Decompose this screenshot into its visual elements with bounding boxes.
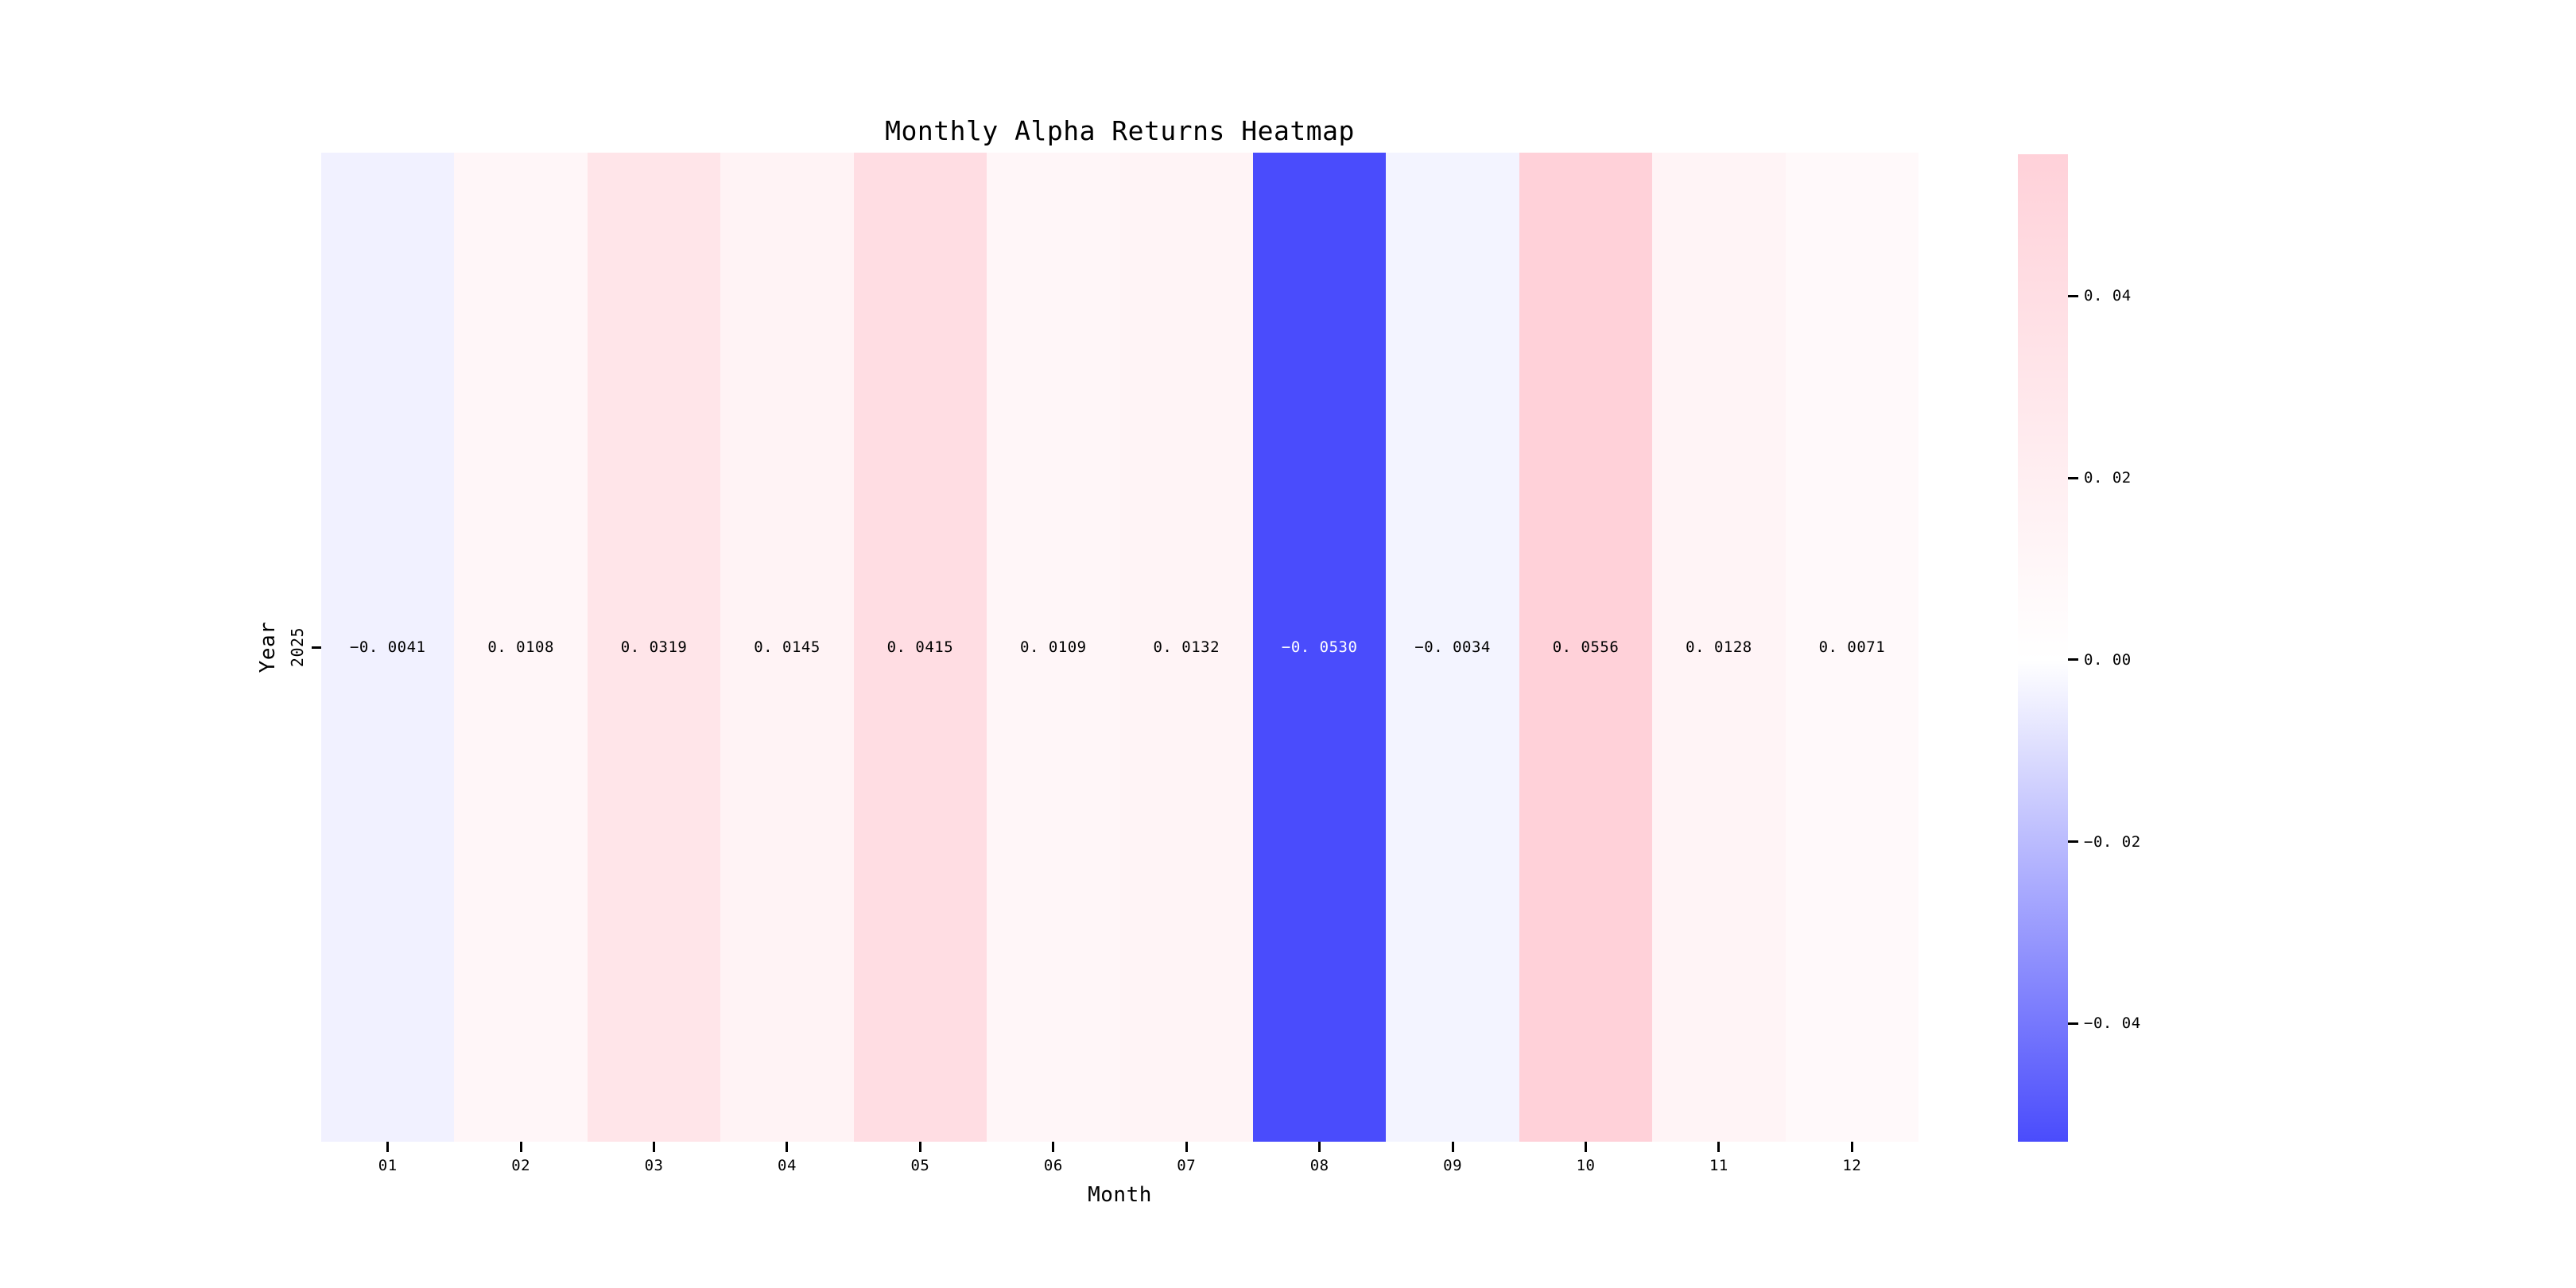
cell-value-label: 0. 0071 — [1818, 638, 1886, 656]
x-tick-label-11: 11 — [1709, 1157, 1728, 1174]
x-tick-dash — [519, 1142, 522, 1152]
x-tick-mark — [1786, 1142, 1918, 1152]
x-tick-mark — [854, 1142, 987, 1152]
heatmap-row: −0. 0041 0. 0108 0. 0319 0. 0145 0. 0415 0. 0… — [321, 153, 1919, 1142]
chart-title: Monthly Alpha Returns Heatmap — [885, 115, 1355, 146]
colorbar-tick-label: 0. 00 — [2084, 650, 2132, 669]
x-tick-mark — [1652, 1142, 1785, 1152]
colorbar-tick-label: 0. 04 — [2084, 287, 2132, 305]
x-tick-dash — [653, 1142, 656, 1152]
x-tick-mark — [1253, 1142, 1386, 1152]
heatmap-cell-05: 0. 0415 — [853, 153, 987, 1142]
x-tick-dash — [1185, 1142, 1188, 1152]
cell-value-label: 0. 0109 — [1020, 638, 1087, 656]
x-tick-dash — [1585, 1142, 1587, 1152]
colorbar-tick-dash — [2068, 294, 2078, 297]
x-tick-marks — [321, 1142, 1918, 1152]
x-tick-dash — [386, 1142, 390, 1152]
x-tick-label-10: 10 — [1576, 1157, 1596, 1174]
cell-value-label: 0. 0128 — [1686, 638, 1752, 656]
colorbar-tick-dash — [2068, 1022, 2078, 1025]
x-tick-label-01: 01 — [378, 1157, 398, 1174]
x-tick-label-07: 07 — [1177, 1157, 1197, 1174]
colorbar-tick-label: −0. 02 — [2084, 832, 2141, 851]
y-tick-mark — [312, 646, 321, 649]
colorbar-tick-dash — [2068, 658, 2078, 661]
heatmap-cell-01: −0. 0041 — [321, 153, 455, 1142]
x-tick-mark — [987, 1142, 1119, 1152]
x-tick-dash — [786, 1142, 789, 1152]
x-tick-mark — [1519, 1142, 1652, 1152]
cell-value-label: 0. 0415 — [886, 638, 954, 656]
heatmap-cell-09: −0. 0034 — [1386, 153, 1519, 1142]
x-tick-mark — [1386, 1142, 1519, 1152]
heatmap-cell-02: 0. 0108 — [454, 153, 588, 1142]
heatmap-cell-04: 0. 0145 — [720, 153, 854, 1142]
cell-value-label: 0. 0108 — [487, 638, 554, 656]
x-tick-mark — [588, 1142, 720, 1152]
y-tick-label: 2025 — [288, 627, 307, 668]
x-tick-dash — [1052, 1142, 1055, 1152]
heatmap-cell-10: 0. 0556 — [1519, 153, 1653, 1142]
x-tick-label-06: 06 — [1043, 1157, 1063, 1174]
cell-value-label: 0. 0132 — [1153, 638, 1220, 656]
cell-value-label: −0. 0034 — [1414, 638, 1491, 656]
cell-value-label: −0. 0530 — [1281, 638, 1358, 656]
cell-value-label: 0. 0145 — [754, 638, 821, 656]
heatmap-cell-07: 0. 0132 — [1119, 153, 1253, 1142]
colorbar-tick-label: 0. 02 — [2084, 469, 2132, 487]
x-tick-label-09: 09 — [1443, 1157, 1463, 1174]
cell-value-label: 0. 0556 — [1552, 638, 1620, 656]
x-tick-dash — [1850, 1142, 1853, 1152]
x-axis-label: Month — [1088, 1183, 1152, 1207]
x-tick-label-08: 08 — [1309, 1157, 1329, 1174]
x-tick-dash — [1451, 1142, 1454, 1152]
cell-value-label: 0. 0319 — [620, 638, 688, 656]
heatmap-cell-06: 0. 0109 — [987, 153, 1120, 1142]
x-tick-dash — [918, 1142, 921, 1152]
x-tick-mark — [720, 1142, 853, 1152]
colorbar-tick-dash — [2068, 840, 2078, 844]
y-axis-label: Year — [256, 621, 280, 673]
x-tick-label-03: 03 — [644, 1157, 664, 1174]
x-tick-label-02: 02 — [511, 1157, 531, 1174]
x-tick-label-12: 12 — [1842, 1157, 1862, 1174]
colorbar — [2018, 154, 2068, 1142]
x-tick-label-05: 05 — [910, 1157, 930, 1174]
heatmap-cell-12: 0. 0071 — [1785, 153, 1919, 1142]
x-tick-labels: 01 02 03 04 05 06 07 08 09 10 11 12 — [321, 1155, 1918, 1176]
colorbar-tick-dash — [2068, 476, 2078, 479]
colorbar-tick-label: −0. 04 — [2084, 1014, 2141, 1033]
x-tick-mark — [321, 1142, 454, 1152]
x-tick-mark — [454, 1142, 587, 1152]
x-tick-mark — [1120, 1142, 1253, 1152]
heatmap-cell-08: −0. 0530 — [1252, 153, 1387, 1142]
x-tick-label-04: 04 — [778, 1157, 797, 1174]
x-tick-dash — [1318, 1142, 1321, 1152]
x-tick-dash — [1717, 1142, 1721, 1152]
heatmap-cell-03: 0. 0319 — [587, 153, 721, 1142]
heatmap-cell-11: 0. 0128 — [1652, 153, 1786, 1142]
cell-value-label: −0. 0041 — [349, 638, 426, 656]
